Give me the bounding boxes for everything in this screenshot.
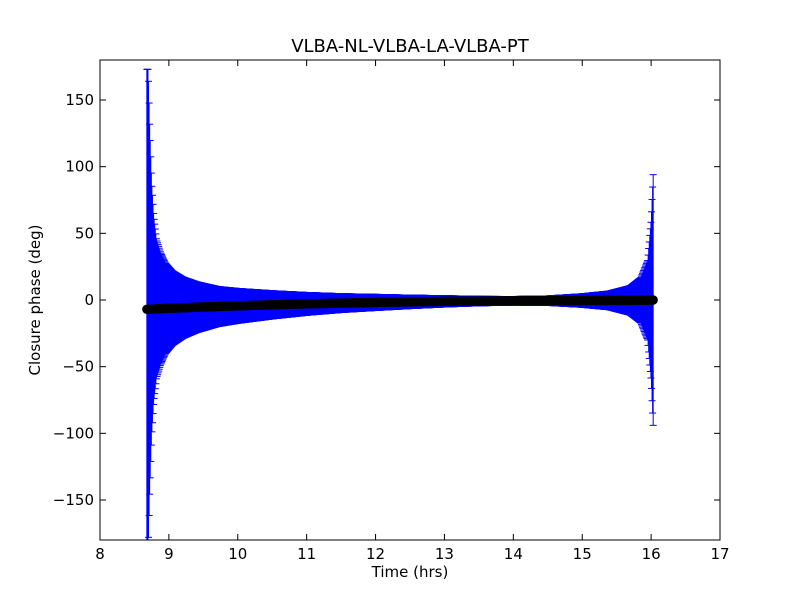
y-tick-label: 150 xyxy=(65,91,94,109)
x-tick-label: 11 xyxy=(297,545,316,563)
x-axis-label: Time (hrs) xyxy=(371,563,449,581)
x-tick-label: 13 xyxy=(435,545,454,563)
y-tick-label: −150 xyxy=(53,491,94,509)
x-tick-label: 15 xyxy=(573,545,592,563)
x-ticks: 8 9 10 11 12 13 14 15 16 17 xyxy=(95,60,730,563)
y-tick-label: 50 xyxy=(75,224,94,242)
x-tick-label: 9 xyxy=(164,545,174,563)
x-tick-label: 16 xyxy=(642,545,661,563)
chart-title: VLBA-NL-VLBA-LA-VLBA-PT xyxy=(291,36,530,57)
y-axis-label: Closure phase (deg) xyxy=(26,225,44,376)
y-tick-label: −100 xyxy=(53,424,94,442)
data-points xyxy=(142,295,658,315)
y-tick-label: 0 xyxy=(84,291,94,309)
x-tick-label: 10 xyxy=(228,545,247,563)
y-tick-label: −50 xyxy=(62,358,94,376)
x-tick-label: 14 xyxy=(504,545,523,563)
data-point xyxy=(648,295,658,305)
x-tick-label: 17 xyxy=(710,545,729,563)
x-tick-label: 8 xyxy=(95,545,105,563)
x-tick-label: 12 xyxy=(366,545,385,563)
y-tick-label: 100 xyxy=(65,158,94,176)
y-ticks: −150 −100 −50 0 50 100 150 xyxy=(53,91,720,509)
